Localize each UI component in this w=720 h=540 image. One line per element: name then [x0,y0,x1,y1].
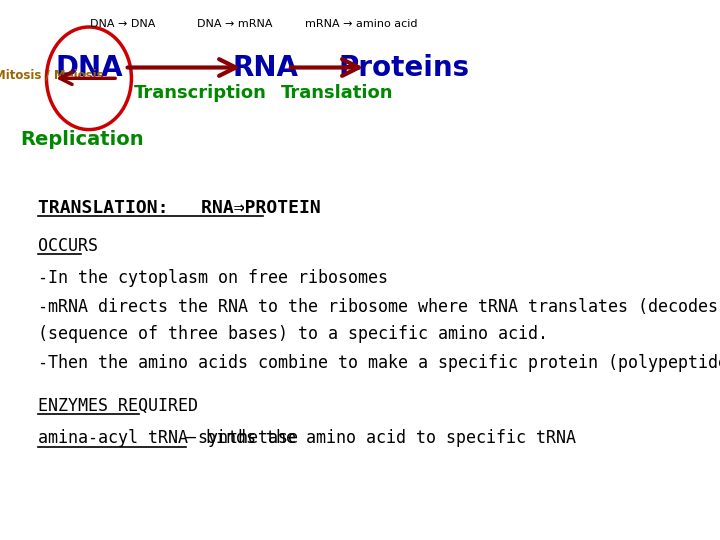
Text: Mitosis / Meiosis: Mitosis / Meiosis [0,68,104,81]
Text: Proteins: Proteins [338,53,469,82]
Text: Translation: Translation [281,84,393,102]
Text: DNA → mRNA: DNA → mRNA [197,19,272,29]
Text: – binds the amino acid to specific tRNA: – binds the amino acid to specific tRNA [186,429,576,448]
Text: mRNA → amino acid: mRNA → amino acid [305,19,418,29]
Text: Transcription: Transcription [135,84,267,102]
Text: -mRNA directs the RNA to the ribosome where tRNA translates (decodes) the codon: -mRNA directs the RNA to the ribosome wh… [37,298,720,316]
Text: DNA: DNA [55,53,123,82]
Text: OCCURS: OCCURS [37,237,97,255]
Text: -Then the amino acids combine to make a specific protein (polypeptide).: -Then the amino acids combine to make a … [37,354,720,372]
Text: RNA: RNA [233,53,299,82]
Text: TRANSLATION:   RNA⇒PROTEIN: TRANSLATION: RNA⇒PROTEIN [37,199,320,217]
Text: Replication: Replication [20,130,144,149]
Text: ENZYMES REQUIRED: ENZYMES REQUIRED [37,397,197,415]
Text: DNA → DNA: DNA → DNA [90,19,156,29]
Text: -In the cytoplasm on free ribosomes: -In the cytoplasm on free ribosomes [37,269,387,287]
Text: (sequence of three bases) to a specific amino acid.: (sequence of three bases) to a specific … [37,325,547,343]
Text: amina-acyl tRNA synthetase: amina-acyl tRNA synthetase [37,429,307,448]
